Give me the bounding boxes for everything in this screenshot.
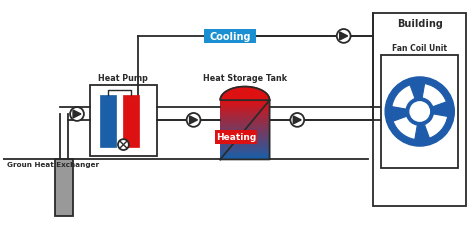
Bar (220, 155, 270, 157)
Bar (220, 132, 270, 133)
Text: Heating: Heating (216, 133, 256, 142)
Bar (381, 56, 458, 169)
Bar (220, 129, 270, 130)
Wedge shape (392, 86, 415, 110)
Bar (220, 141, 270, 142)
Bar (220, 107, 270, 108)
Bar (90, 86, 157, 157)
Bar (123, 96, 139, 147)
Bar (220, 124, 270, 126)
Bar (220, 158, 270, 160)
Bar (220, 130, 270, 132)
Bar (220, 148, 270, 149)
Bar (220, 104, 270, 105)
Bar (220, 102, 270, 104)
Bar (220, 126, 270, 127)
Bar (220, 111, 270, 112)
Bar (215, 130, 257, 144)
Polygon shape (190, 116, 198, 124)
Bar (220, 127, 270, 129)
Bar (220, 142, 270, 144)
Text: Heat Pump: Heat Pump (99, 74, 148, 83)
Bar (220, 105, 270, 107)
Bar (220, 114, 270, 115)
Bar (220, 115, 270, 117)
Circle shape (118, 140, 129, 150)
Bar (220, 110, 270, 111)
Bar (220, 146, 270, 148)
Wedge shape (424, 114, 447, 139)
Bar (220, 133, 270, 135)
Polygon shape (293, 116, 301, 124)
Bar (220, 152, 270, 154)
Bar (220, 137, 270, 139)
Wedge shape (422, 84, 447, 107)
Bar (55, 160, 73, 216)
Bar (220, 120, 270, 121)
Bar (220, 154, 270, 155)
Bar (374, 14, 466, 206)
Bar (220, 121, 270, 123)
Circle shape (70, 108, 84, 121)
Polygon shape (340, 33, 347, 41)
Circle shape (410, 102, 429, 122)
Polygon shape (73, 110, 81, 118)
Bar (220, 101, 270, 102)
Polygon shape (220, 87, 270, 101)
Text: Heat Storage Tank: Heat Storage Tank (203, 73, 287, 82)
Circle shape (291, 113, 304, 127)
Circle shape (187, 113, 201, 127)
Bar (220, 118, 270, 120)
Bar (220, 145, 270, 146)
Bar (220, 149, 270, 151)
Text: Cooling: Cooling (210, 32, 251, 42)
Bar (220, 157, 270, 158)
Bar (220, 108, 270, 110)
Bar (100, 96, 116, 147)
Bar (220, 139, 270, 141)
Bar (220, 135, 270, 136)
Bar (220, 112, 270, 114)
Text: Fan Coil Unit: Fan Coil Unit (392, 44, 447, 52)
Bar (204, 29, 256, 44)
Circle shape (337, 30, 351, 44)
Bar (220, 151, 270, 152)
Text: Groun Heat Exchanger: Groun Heat Exchanger (7, 162, 99, 168)
Bar (220, 117, 270, 118)
Bar (220, 123, 270, 124)
Text: Building: Building (397, 19, 443, 29)
Bar (220, 144, 270, 145)
Wedge shape (393, 117, 417, 140)
Bar (220, 136, 270, 137)
Circle shape (385, 78, 454, 146)
